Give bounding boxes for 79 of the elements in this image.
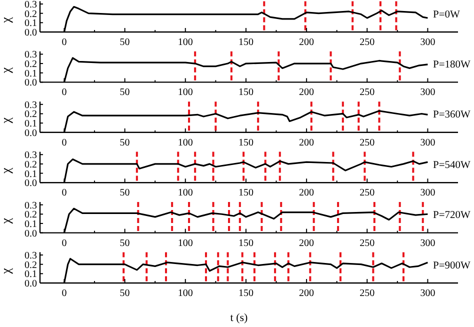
annotation: P=540W	[433, 160, 471, 171]
x-tick-label: 50	[120, 37, 130, 48]
x-tick-label: 0	[62, 37, 67, 48]
x-tick-label: 250	[360, 87, 375, 98]
y-tick-label: 0.3	[24, 200, 37, 212]
x-tick-label: 150	[238, 238, 254, 249]
x-tick-label: 150	[238, 188, 254, 199]
y-tick-label: 0.1	[24, 68, 37, 80]
x-tick-label: 250	[360, 188, 375, 199]
x-tick-label: 100	[178, 288, 193, 299]
y-tick-label: 0.3	[24, 100, 37, 111]
annotation: P=0W	[433, 9, 460, 20]
y-axis-title: χ	[0, 117, 13, 124]
y-tick-label: 0.2	[24, 260, 37, 271]
x-tick-label: 0	[62, 238, 67, 249]
y-axis-title: χ	[0, 268, 13, 275]
x-tick-label: 50	[120, 188, 130, 199]
x-axis-title: t (s)	[230, 312, 248, 324]
y-tick-label: 0.3	[24, 150, 37, 162]
x-tick-label: 300	[420, 37, 436, 48]
y-tick-label: 0.0	[24, 78, 37, 89]
x-tick-label: 100	[178, 87, 193, 98]
y-axis-title: χ	[0, 67, 13, 74]
x-tick-label: 300	[420, 288, 436, 299]
x-tick-label: 100	[178, 188, 193, 199]
x-tick-label: 300	[420, 238, 436, 249]
x-tick-label: 0	[62, 137, 67, 148]
annotation: P=180W	[433, 60, 471, 71]
y-tick-label: 0.1	[24, 118, 37, 130]
x-tick-label: 100	[178, 238, 193, 249]
x-tick-label: 50	[120, 238, 130, 249]
x-tick-label: 250	[360, 37, 375, 48]
x-tick-label: 200	[299, 188, 314, 199]
x-tick-label: 200	[299, 87, 314, 98]
x-tick-label: 150	[238, 288, 254, 299]
x-tick-label: 250	[360, 288, 375, 299]
annotation: P=360W	[433, 110, 471, 121]
x-tick-label: 200	[299, 238, 314, 249]
y-tick-label: 0.2	[24, 210, 37, 221]
y-tick-label: 0.2	[24, 109, 37, 120]
x-tick-label: 200	[299, 288, 314, 299]
x-tick-label: 300	[420, 188, 436, 199]
y-tick-label: 0.0	[24, 278, 37, 290]
x-tick-label: 300	[420, 137, 436, 148]
annotation: P=720W	[433, 210, 471, 222]
y-tick-label: 0.3	[24, 250, 37, 262]
x-tick-label: 0	[62, 288, 67, 299]
y-tick-label: 0.2	[24, 159, 37, 170]
x-tick-label: 150	[238, 37, 254, 48]
y-tick-label: 0.1	[24, 218, 37, 230]
x-tick-label: 200	[299, 137, 314, 148]
x-tick-label: 200	[299, 37, 314, 48]
y-tick-label: 0.0	[24, 178, 37, 190]
y-axis-title: χ	[0, 167, 13, 174]
x-tick-label: 150	[238, 87, 254, 98]
x-tick-label: 100	[178, 137, 193, 148]
x-tick-label: 300	[420, 87, 436, 98]
y-tick-label: 0.1	[24, 269, 37, 280]
annotation: P=900W	[433, 260, 471, 272]
y-tick-label: 0.0	[24, 128, 37, 139]
y-tick-label: 0.3	[24, 0, 37, 10]
x-tick-label: 50	[120, 288, 130, 299]
x-tick-label: 250	[360, 137, 375, 148]
y-axis-title: χ	[0, 16, 13, 24]
y-tick-label: 0.3	[24, 50, 37, 61]
x-tick-label: 100	[178, 37, 193, 48]
y-tick-label: 0.1	[24, 18, 37, 30]
x-tick-label: 0	[62, 87, 67, 98]
y-tick-label: 0.1	[24, 168, 37, 180]
y-tick-label: 0.0	[24, 228, 37, 240]
x-tick-label: 0	[62, 188, 67, 199]
y-axis-title: χ	[0, 218, 13, 225]
x-tick-label: 250	[360, 238, 375, 249]
x-tick-label: 50	[120, 87, 130, 98]
y-tick-label: 0.0	[24, 28, 37, 38]
y-tick-label: 0.2	[24, 8, 37, 20]
x-tick-label: 50	[120, 137, 130, 148]
x-tick-label: 150	[238, 137, 254, 148]
y-tick-label: 0.2	[24, 59, 37, 70]
